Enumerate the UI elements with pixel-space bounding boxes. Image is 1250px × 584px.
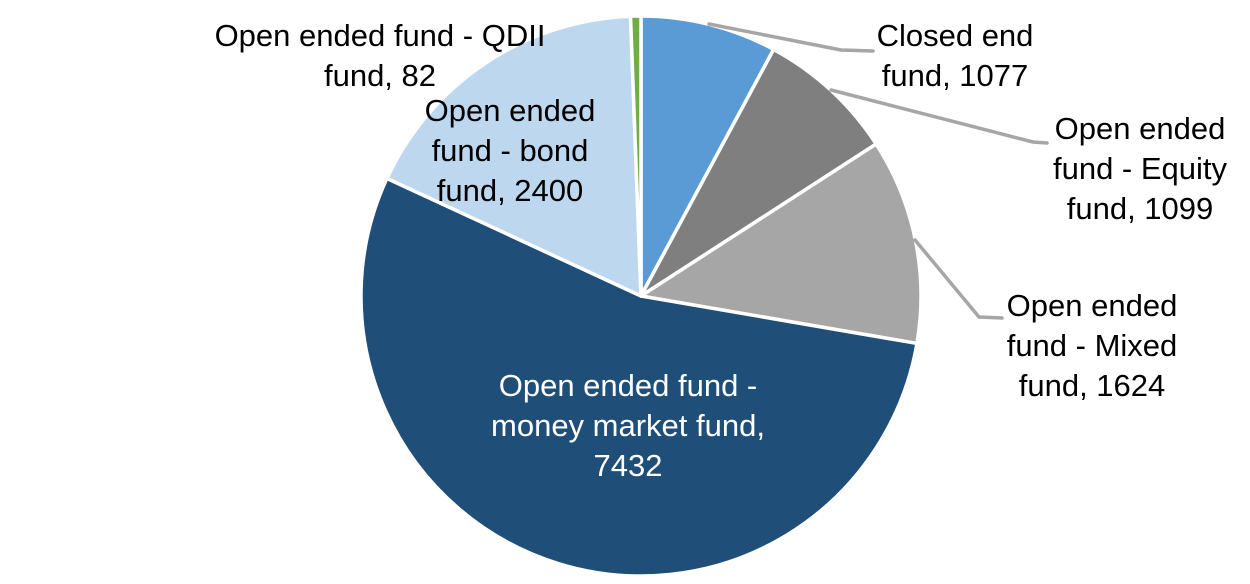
pie-label-closed-end-fund: Closed end fund, 1077 — [876, 18, 1034, 93]
pie-slice-open-ended-qdii-fund — [628, 14, 643, 298]
leader-line-open-ended-mixed-fund — [913, 238, 1004, 320]
pie-slice-open-ended-money-market-fund — [359, 176, 919, 578]
pie-label-open-ended-money-market-fund: Open ended fund - money market fund, 743… — [491, 368, 765, 483]
leader-line-closed-end-fund — [707, 22, 875, 53]
pie-label-open-ended-bond-fund: Open ended fund - bond fund, 2400 — [424, 93, 596, 208]
leader-line-open-ended-equity-fund — [829, 88, 1049, 145]
pie-slice-open-ended-bond-fund — [385, 14, 643, 298]
pie-label-open-ended-qdii-fund: Open ended fund - QDII fund, 82 — [214, 18, 546, 93]
pie-label-open-ended-mixed-fund: Open ended fund - Mixed fund, 1624 — [1006, 288, 1178, 403]
pie-label-open-ended-equity-fund: Open ended fund - Equity fund, 1099 — [1052, 111, 1228, 226]
